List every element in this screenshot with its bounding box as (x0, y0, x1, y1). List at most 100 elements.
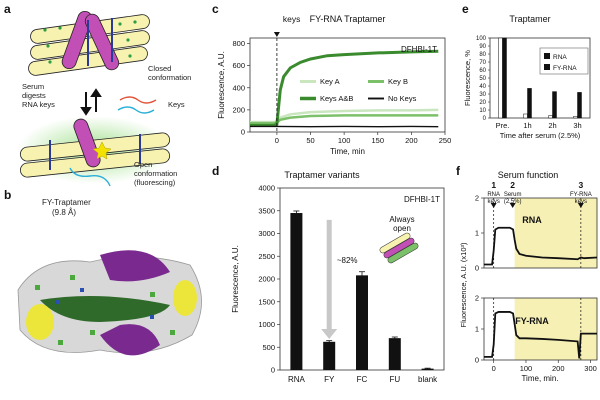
chart-c-ytick-label: 0 (241, 128, 245, 137)
panel-letter-b: b (4, 188, 12, 202)
chart-e-bar-Pre.-1 (502, 37, 507, 119)
chart-e-ytick-label: 80 (479, 52, 486, 58)
chart-d-bar-FY (323, 341, 336, 370)
chart-e-ytick-label: 30 (479, 92, 486, 98)
chart-d-category-label: RNA (288, 375, 306, 384)
chart-f-title: Serum function (498, 170, 559, 180)
traptamer-schematic (17, 10, 173, 187)
chart-c-xtick-label: 50 (306, 136, 314, 145)
chart-e-ylabel: Fluorescence, % (463, 50, 472, 106)
chart-d-drop-arrow-head (321, 329, 338, 340)
chart-d-bar-FU (388, 338, 401, 370)
chart-e-bar-2h-1 (552, 91, 557, 119)
chart-c-xtick-label: 0 (275, 136, 279, 145)
chart-c-legend-label: Key B (388, 77, 408, 86)
chart-d-ytick-label: 3000 (258, 229, 275, 238)
chart-f-xlabel: Time, min. (521, 374, 558, 383)
chart-d-category-label: FY (324, 375, 335, 384)
chart-c-legend-label: Keys A&B (320, 94, 353, 103)
chart-e-ytick-label: 20 (479, 100, 486, 106)
resolution-label: (9.8 Å) (52, 208, 77, 217)
chart-e-xlabel: Time after serum (2.5%) (500, 131, 581, 140)
chart-c-title: FY-RNA Traptamer (310, 14, 386, 24)
chart-f-xtick-label: 100 (520, 364, 533, 373)
chart-f-xtick-label: 300 (584, 364, 597, 373)
chart-f-event-number: 3 (578, 180, 583, 190)
chart-e-category-label: 1h (523, 121, 531, 130)
always-open-icon (379, 232, 419, 264)
chart-c-ytick-label: 400 (232, 83, 245, 92)
chart-e-ytick-label: 40 (479, 84, 486, 90)
key-b-strand (117, 106, 155, 114)
closed-conformation-drawing (28, 10, 150, 76)
chart-e-ytick-label: 70 (479, 60, 486, 66)
chart-c-dye-label: DFHBI-1T (401, 45, 437, 54)
chart-d-ytick-label: 2500 (258, 252, 275, 261)
panel-letter-c: c (212, 2, 219, 16)
always-open-icon-helix (379, 232, 411, 254)
chart-d-ytick-label: 3500 (258, 206, 275, 215)
chart-e-ytick-label: 60 (479, 68, 486, 74)
closed-conformation-label: Closed conformation (148, 64, 192, 82)
chart-c-ylabel: Fluorescence, A.U. (217, 51, 226, 119)
chart-f-ylabel: Fluorescence, A.U. (x10³) (459, 242, 468, 328)
chart-e-category-label: 2h (548, 121, 556, 130)
chart-f-trace-1 (484, 311, 597, 359)
chart-d-bar-blank (421, 368, 434, 370)
chart-d-bar-RNA (290, 213, 303, 370)
chart-c-legend-label: No Keys (388, 94, 417, 103)
chart-f-ytick-label: 0 (475, 264, 479, 273)
chart-f-event-number: 1 (491, 180, 496, 190)
chart-f-event-label: Serum (2.5%) (504, 192, 522, 205)
chart-c-frame (249, 37, 446, 133)
chart-e-legend-label: FY-RNA (553, 65, 577, 72)
chart-c-legend-label: Key A (320, 77, 340, 86)
chart-c-xtick-label: 150 (372, 136, 385, 145)
chart-c-keys-arrow (273, 32, 280, 37)
chart-f-event-arrow (490, 203, 497, 208)
chart-e-category-label: 3h (573, 121, 581, 130)
chart-e-category-label: Pre. (496, 121, 510, 130)
chart-f-event-arrow (509, 203, 516, 208)
always-open-icon-helix (387, 242, 419, 264)
chart-f-ytick-label: 1 (475, 229, 479, 238)
chart-e-ytick-label: 0 (483, 116, 487, 122)
chart-f-ytick-label: 2 (475, 294, 479, 303)
chart-f-event-label: RNA keys (487, 192, 500, 205)
chart-e-title: Traptamer (509, 14, 550, 24)
chart-f-xtick-label: 0 (492, 364, 496, 373)
always-open-icon-helix (383, 237, 415, 259)
chart-d-drop-label: ~82% (337, 256, 358, 265)
chart-c-xtick-label: 200 (405, 136, 418, 145)
chart-d-ytick-label: 1000 (258, 320, 275, 329)
chart-d-dye-label: DFHBI-1T (404, 195, 440, 204)
chart-e-legend-swatch (544, 53, 550, 59)
chart-d-category-label: FU (389, 375, 400, 384)
chart-e-ytick-label: 50 (479, 76, 486, 82)
chart-d-category-label: FC (357, 375, 368, 384)
cryo-em-map (17, 250, 202, 356)
chart-f-event-number: 2 (510, 180, 515, 190)
chart-d-ytick-label: 4000 (258, 184, 275, 193)
chart-f-subplot-label: RNA (522, 215, 542, 225)
serum-digests-label: Serum digests RNA keys (22, 82, 55, 109)
panel-letter-f: f (456, 164, 460, 178)
panel-letter-e: e (462, 2, 469, 16)
chart-e-ytick-label: 90 (479, 44, 486, 50)
panel-letter-d: d (212, 164, 220, 178)
chart-c-xtick-label: 100 (338, 136, 351, 145)
chart-c-ytick-label: 800 (232, 39, 245, 48)
chart-d-ytick-label: 1500 (258, 297, 275, 306)
chart-e-legend-label: RNA (553, 54, 567, 61)
chart-c-keys-marker: keys (283, 14, 300, 24)
chart-d-ylabel: Fluorescence, A.U. (231, 245, 240, 313)
key-a-strand (119, 96, 157, 104)
chart-d-title: Traptamer variants (284, 170, 360, 180)
chart-e-ytick-label: 10 (479, 108, 486, 114)
conformation-arrows (80, 88, 102, 116)
chart-f-ytick-label: 1 (475, 325, 479, 334)
chart-d-category-label: blank (418, 375, 438, 384)
